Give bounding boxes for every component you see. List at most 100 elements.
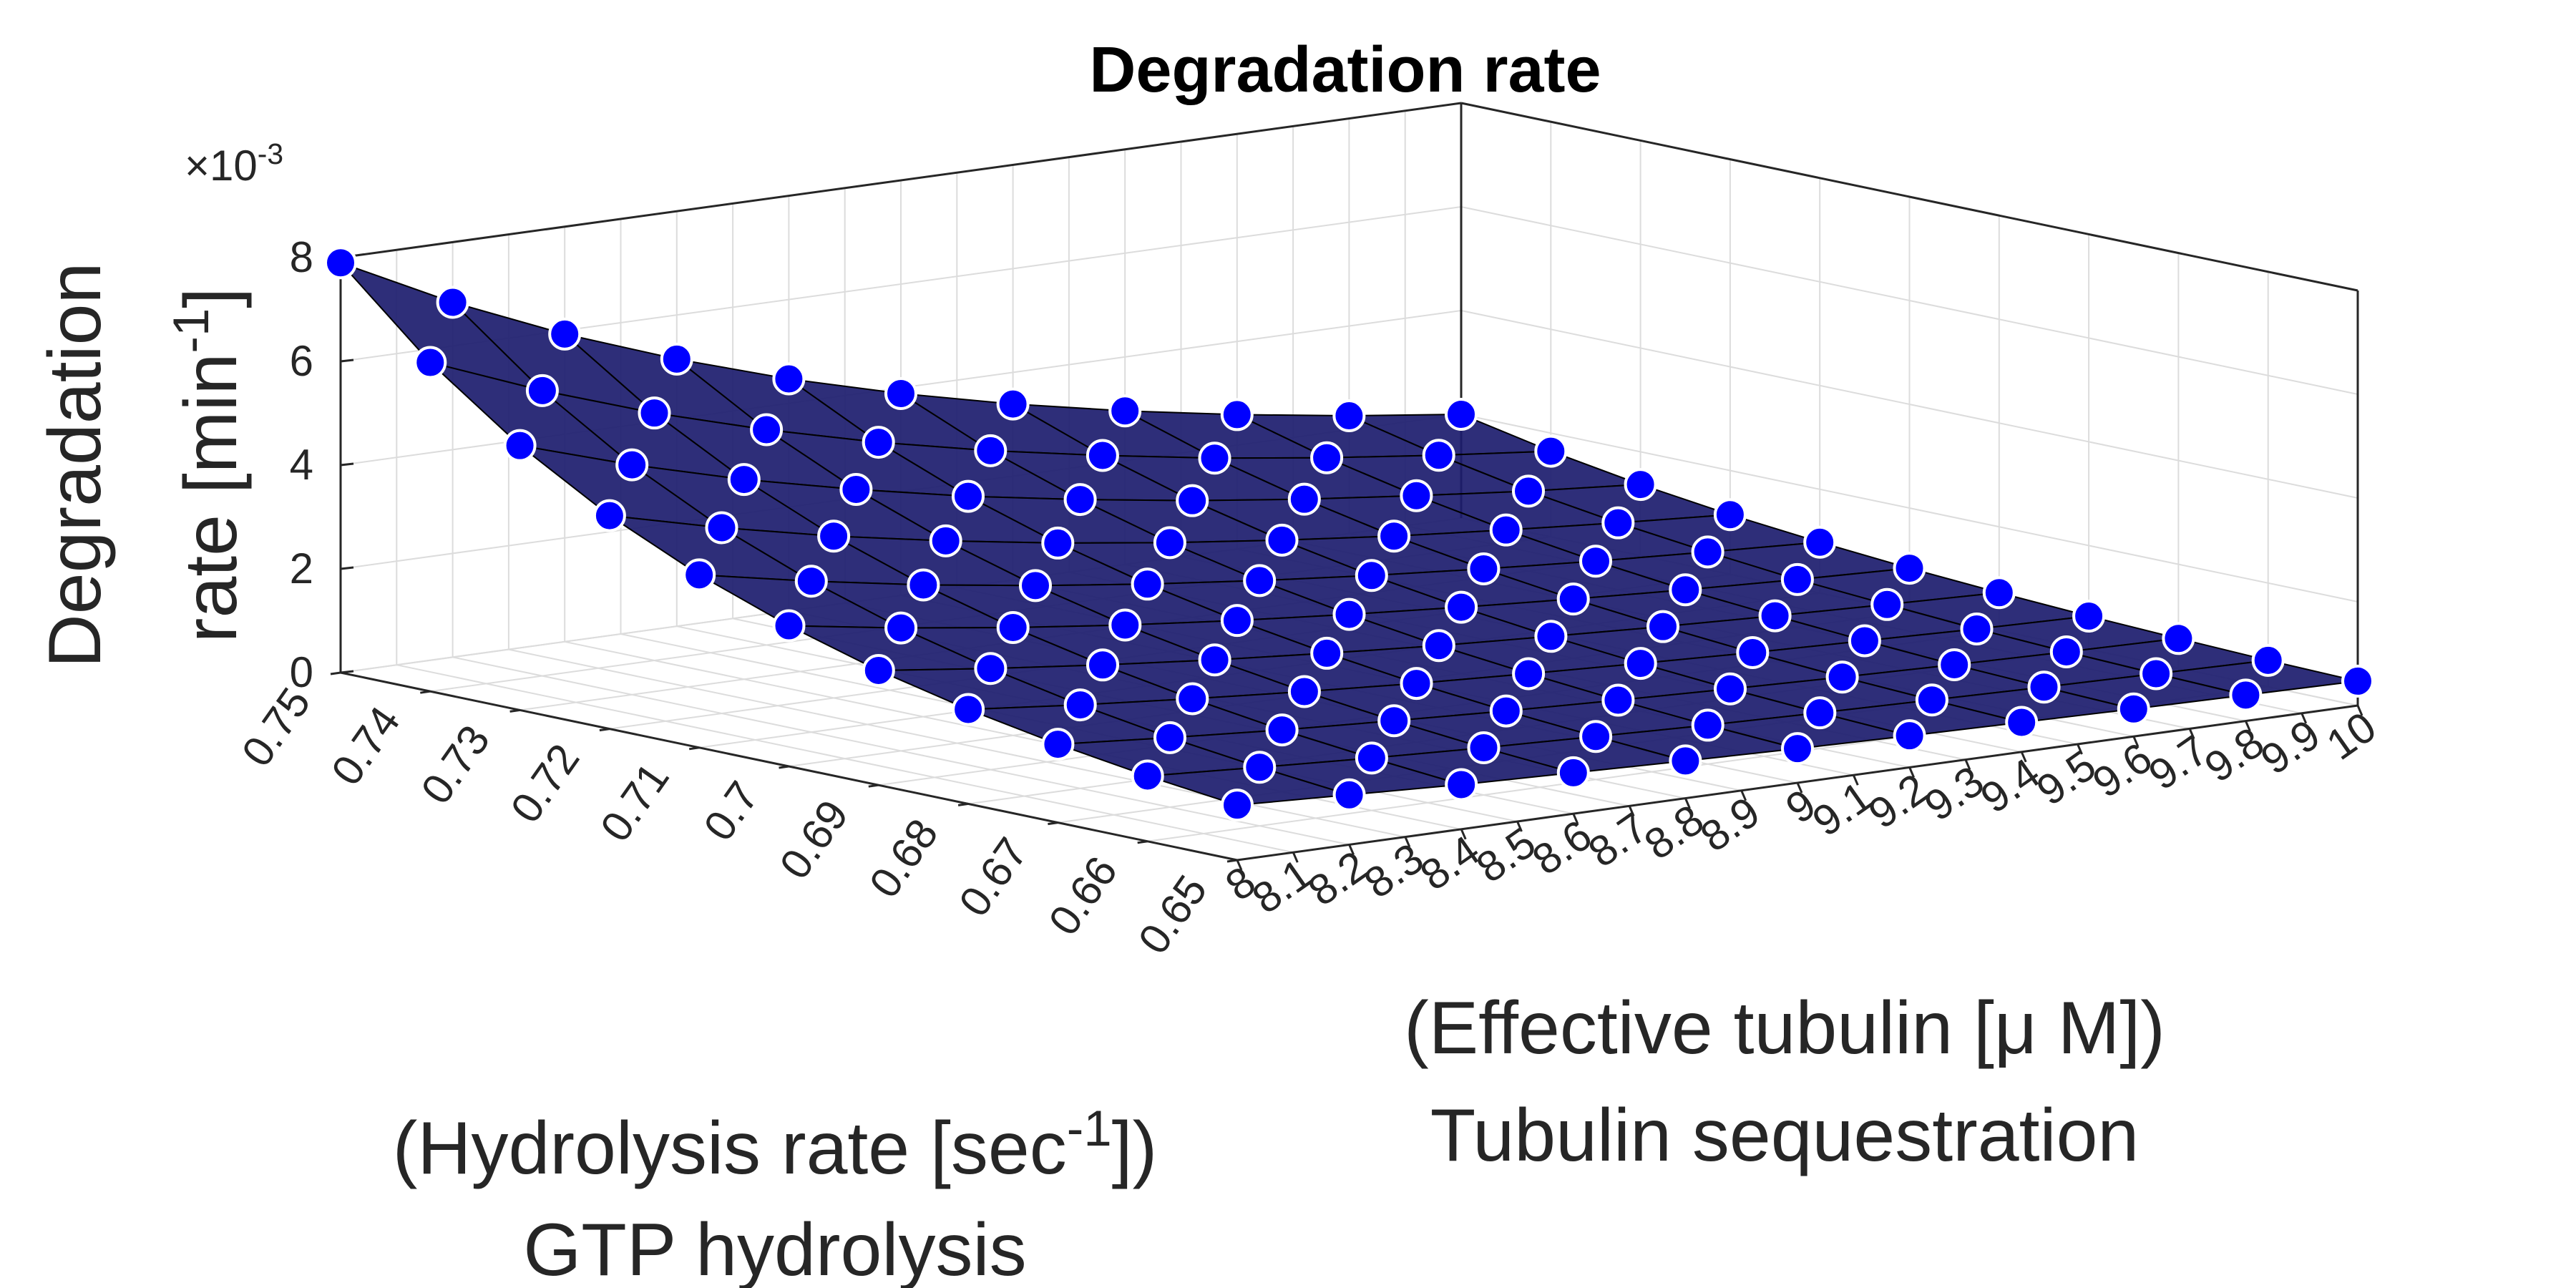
tick-mark [1226,859,1238,863]
axis-line [340,102,1462,259]
tick-mark [2132,736,2140,747]
data-point [772,609,806,643]
data-point [929,524,962,557]
data-point [1198,643,1231,677]
grid-line [452,656,1350,846]
tick-mark [420,690,431,694]
grid-line [1460,206,2358,395]
data-point [1086,648,1119,682]
data-point [1893,552,1926,585]
z-tick-label: 2 [290,545,313,592]
data-point [1265,523,1299,557]
z-axis-label: Degradation [34,263,117,668]
tick-mark [1048,821,1058,826]
tick-mark [2020,751,2027,763]
data-point [750,413,784,447]
grid-line [508,648,1406,838]
tick-mark [2245,721,2251,732]
z-exponent-part: -3 [258,137,283,170]
data-point [1467,731,1501,765]
data-point [727,463,761,497]
tick-mark [1460,829,1467,840]
data-point [1400,667,1433,701]
data-point [974,434,1008,467]
tick-mark [779,765,789,769]
data-point [1960,612,1994,645]
data-point [1063,688,1097,722]
data-point [862,426,895,459]
data-point [1467,552,1501,585]
tick-mark [688,746,700,751]
tick-mark [957,802,969,806]
data-point [2229,678,2263,712]
z-tick-label: 0 [290,648,313,696]
tick-mark [2188,728,2195,739]
data-point [1915,683,1948,717]
data-point [2005,706,2039,739]
data-point [1512,474,1545,508]
tick-mark [1236,859,1243,871]
z-axis-label-part: ] [170,288,253,308]
data-point [1041,728,1075,761]
data-point [1176,484,1209,517]
y-axis-label: Tubulin sequestration [1430,1094,2140,1177]
tick-mark [1852,774,1859,786]
data-point [1736,636,1770,670]
data-point [1780,562,1814,596]
data-point [548,317,582,351]
data-point [1355,741,1388,775]
data-point [1624,647,1657,680]
data-point [862,653,895,687]
data-point [2341,664,2374,698]
data-point [1243,564,1277,597]
tick-mark [330,671,341,675]
data-point [1579,545,1612,578]
data-point [1332,778,1366,811]
data-point [1131,567,1164,601]
data-point [817,519,851,553]
data-point [1691,535,1724,569]
tick-mark [2301,713,2308,724]
y-axis-label: (Effective tubulin [μ M]) [1404,987,2165,1070]
x-axis-label: (Hydrolysis rate [sec-1]) [393,1100,1157,1191]
data-point [1265,713,1299,747]
tick-mark [1740,790,1747,801]
data-point [1422,629,1455,663]
data-point [996,611,1030,644]
tick-mark [340,670,354,674]
data-point [1332,597,1366,631]
data-point [1355,559,1388,592]
data-point [1063,483,1097,517]
data-point [2162,622,2195,655]
axis-line [1460,102,2358,292]
data-point [1108,394,1142,428]
data-point [1220,604,1254,638]
data-point [1085,439,1119,472]
data-point [1377,704,1411,738]
z-axis-label-part: Degradation [34,263,117,668]
x-axis-label-part: -1 [1067,1100,1112,1156]
data-point [1691,708,1724,742]
data-point [1400,479,1433,512]
data-point [1982,576,2016,610]
data-point [592,499,626,532]
data-point [2072,600,2106,633]
data-point [503,429,537,462]
data-point [1825,660,1859,694]
grid-line [396,664,1294,854]
data-point [2049,635,2083,668]
data-point [1108,608,1142,642]
tick-mark [868,784,879,788]
data-point [1646,610,1679,643]
tick-mark [1796,782,1803,794]
data-point [660,342,693,376]
y-axis-label-part: (Effective tubulin [μ M]) [1404,987,2165,1070]
z-tick-label: 4 [290,441,313,489]
data-point [884,611,918,645]
data-point [638,396,671,430]
data-point [1153,721,1186,754]
data-point [996,387,1030,421]
data-point [2251,643,2285,677]
data-point [1422,439,1455,472]
data-point [1601,683,1635,717]
